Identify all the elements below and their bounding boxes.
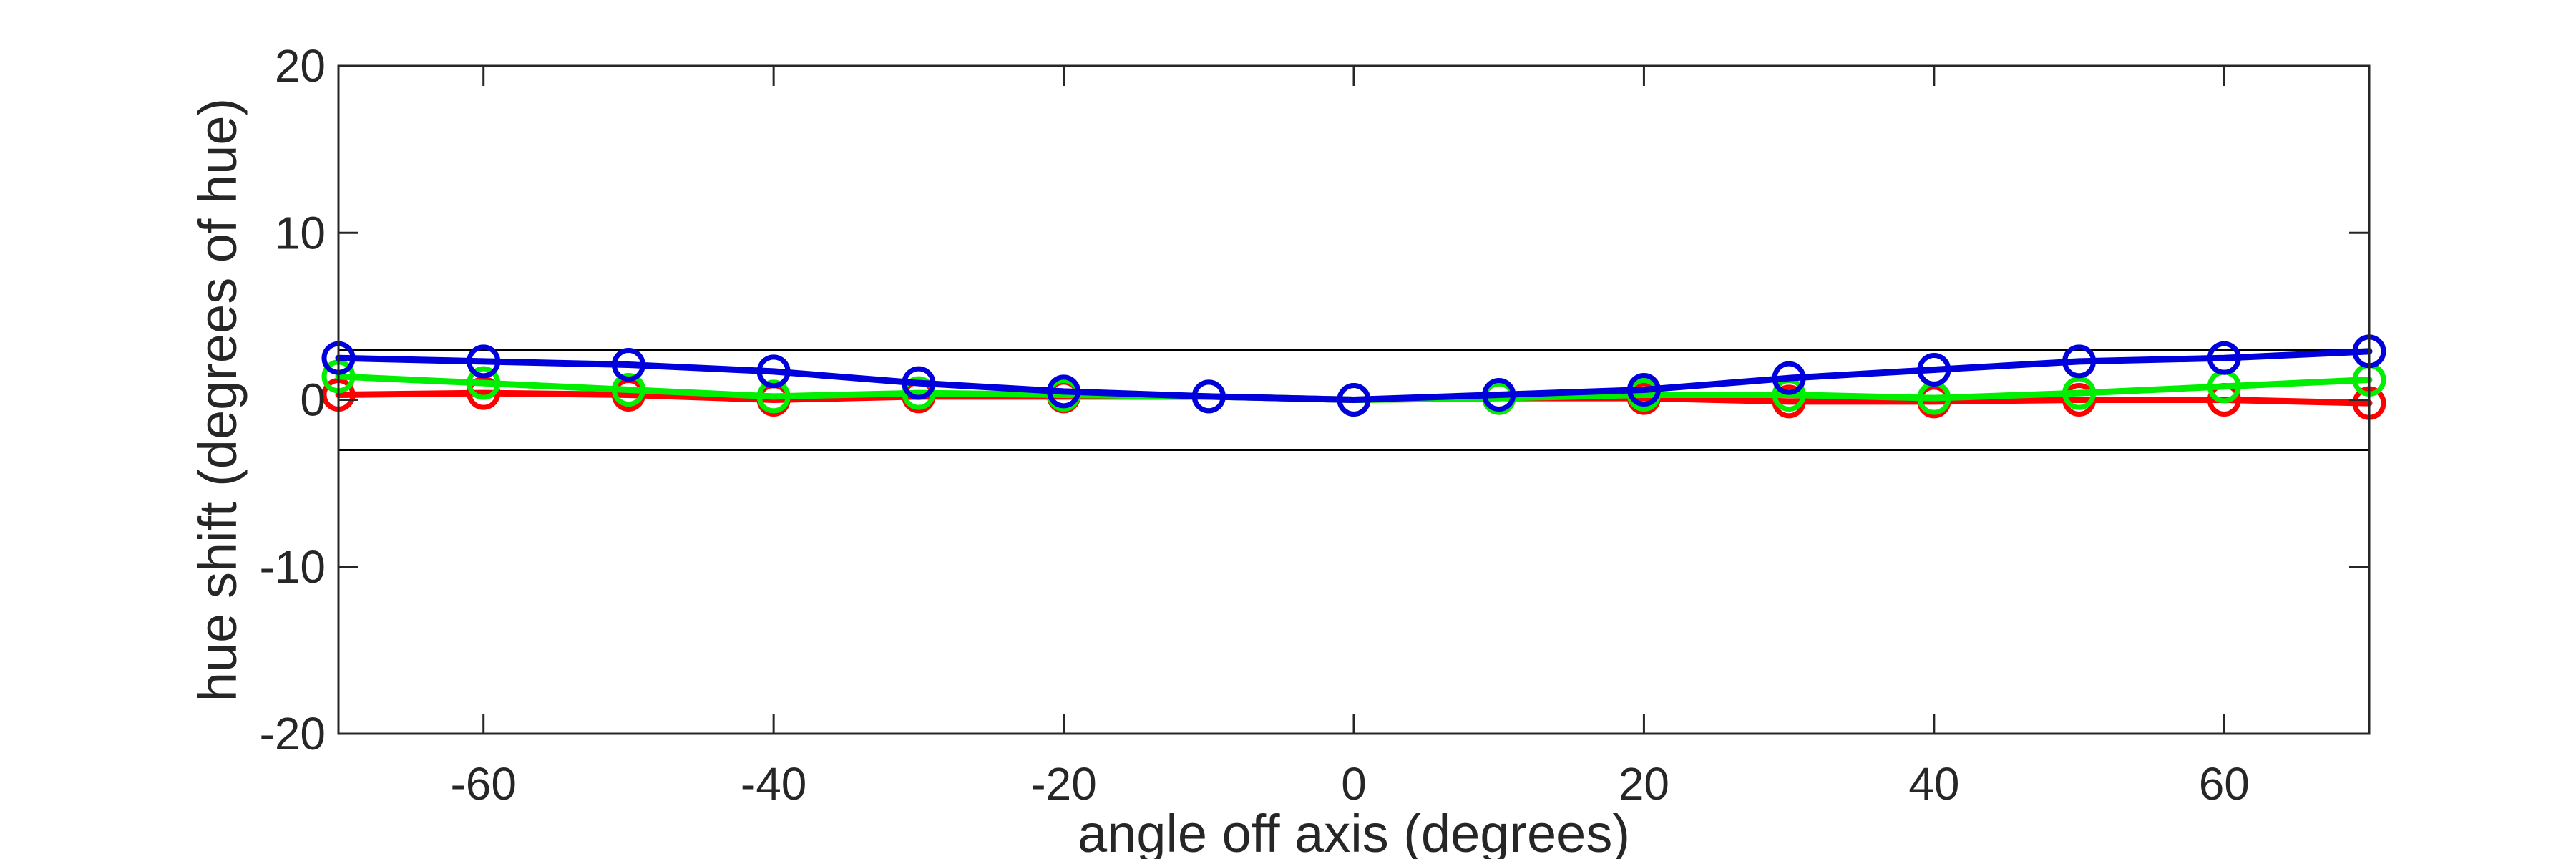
axis-ticks: [338, 64, 2369, 735]
x-tick-label: -40: [741, 758, 807, 810]
series-3-point: [611, 348, 645, 382]
series-1-point: [467, 376, 501, 410]
series-3-line: [335, 348, 2373, 403]
y-tick-labels: 20 10 0 -10 -20: [260, 40, 326, 759]
y-tick-label: 10: [275, 207, 326, 258]
y-tick-label: 20: [275, 40, 326, 92]
series-3-point: [1626, 373, 1661, 407]
reference-lines: [338, 349, 2369, 451]
series-3-point: [1047, 374, 1081, 409]
series-3-point: [1917, 353, 1951, 387]
y-tick-label: 0: [300, 374, 326, 426]
series-3-point: [1482, 378, 1516, 412]
series-2-point: [756, 379, 791, 414]
series-2-point: [611, 373, 645, 407]
x-tick-label: 60: [2199, 758, 2250, 810]
x-tick-label: 0: [1341, 758, 1367, 810]
x-tick-label: -20: [1030, 758, 1097, 810]
series-3-point: [2207, 341, 2241, 375]
series-3-point: [1191, 379, 1226, 414]
series-3-point: [1772, 361, 1806, 395]
series-2-point: [902, 376, 936, 410]
y-axis-title: hue shift (degrees of hue): [188, 98, 248, 702]
series-3-point: [1337, 383, 1371, 417]
x-tick-label: 20: [1619, 758, 1669, 810]
series-3: [321, 334, 2386, 417]
x-tick-label: -60: [450, 758, 517, 810]
series-2-point: [2062, 376, 2097, 410]
series-2-point: [467, 366, 501, 400]
y-tick-label: -10: [260, 541, 326, 593]
x-tick-label: 40: [1908, 758, 1959, 810]
x-axis-title: angle off axis (degrees): [1078, 804, 1630, 859]
series-3-point: [467, 344, 501, 379]
series-3-point: [2062, 344, 2097, 379]
series-3-point: [902, 366, 936, 400]
y-tick-label: -20: [260, 708, 326, 759]
series-3-point: [756, 354, 791, 389]
x-tick-labels: -60 -40 -20 0 20 40 60: [450, 758, 2249, 810]
